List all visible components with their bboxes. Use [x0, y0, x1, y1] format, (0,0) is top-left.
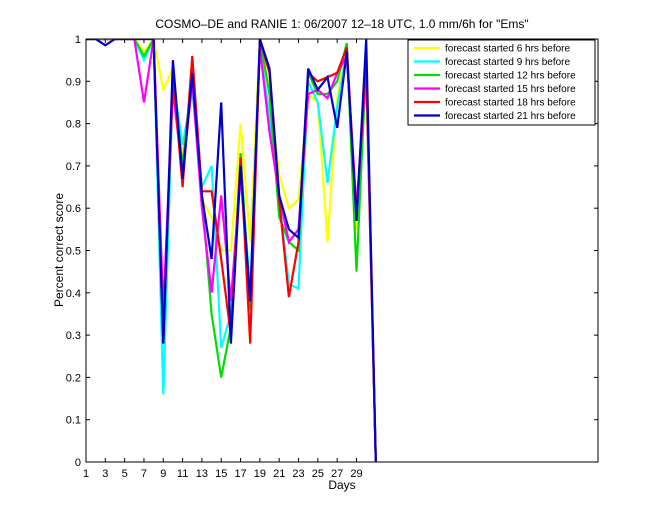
legend: forecast started 6 hrs before forecast st…	[407, 39, 596, 126]
legend-entry-3: forecast started 12 hrs before	[445, 71, 576, 82]
series-layer	[86, 39, 377, 462]
x-tick-label: 7	[141, 468, 147, 480]
x-tick-label: 5	[122, 468, 128, 480]
x-tick-label: 17	[234, 468, 246, 480]
series-line-1	[86, 39, 377, 462]
x-tick-label: 23	[292, 468, 304, 480]
y-tick-label: 0.4	[66, 288, 81, 300]
y-axis-label: Percent correct score	[52, 193, 66, 307]
y-tick-label: 0.3	[66, 330, 81, 342]
x-tick-label: 1	[83, 468, 89, 480]
x-tick-label: 15	[215, 468, 227, 480]
x-tick-label: 3	[102, 468, 108, 480]
chart-title: COSMO–DE and RANIE 1: 06/2007 12–18 UTC,…	[155, 17, 528, 31]
legend-entry-4: forecast started 15 hrs before	[445, 84, 576, 95]
y-tick-label: 0.1	[66, 415, 81, 427]
series-line-6	[86, 39, 377, 462]
x-tick-label: 11	[177, 468, 188, 480]
x-tick-label: 21	[273, 468, 285, 480]
legend-entry-5: forecast started 18 hrs before	[445, 98, 576, 109]
legend-box	[407, 39, 596, 126]
series-line-4	[86, 39, 377, 462]
y-tick-label: 0.2	[66, 372, 81, 384]
ticks-layer: 1 3 5 7 9 11 13 15 17 19 21 23 25 27 2900.10.20.30.40.…	[66, 34, 598, 480]
y-tick-label: 0.8	[66, 119, 81, 131]
y-tick-label: 0.9	[66, 76, 81, 88]
y-tick-label: 0.5	[66, 246, 81, 258]
x-axis-label: Days	[328, 478, 355, 492]
y-tick-label: 0	[75, 457, 81, 469]
y-tick-label: 0.7	[66, 161, 81, 173]
x-tick-label: 29	[350, 468, 362, 480]
y-tick-label: 1	[75, 34, 81, 46]
y-tick-label: 0.6	[66, 203, 81, 215]
legend-entry-6: forecast started 21 hrs before	[445, 111, 576, 122]
x-tick-label: 9	[160, 468, 166, 480]
x-tick-label: 25	[312, 468, 324, 480]
legend-entry-1: forecast started 6 hrs before	[445, 44, 571, 55]
x-tick-label: 27	[331, 468, 343, 480]
legend-entry-2: forecast started 9 hrs before	[445, 57, 571, 68]
x-tick-label: 13	[196, 468, 208, 480]
x-tick-label: 19	[254, 468, 266, 480]
